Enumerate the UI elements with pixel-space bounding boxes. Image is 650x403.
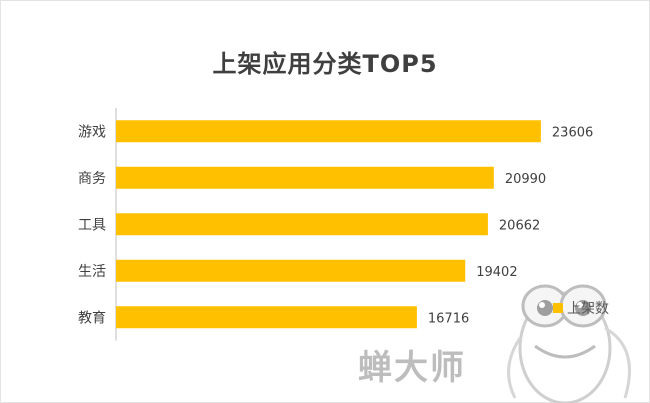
bar-2 — [116, 213, 488, 236]
legend: 上架数 — [553, 298, 609, 318]
category-label: 游戏 — [78, 124, 106, 140]
legend-label: 上架数 — [567, 301, 609, 317]
category-label: 生活 — [78, 264, 106, 280]
bar-0 — [116, 120, 541, 143]
category-label: 教育 — [78, 310, 106, 326]
bar-3 — [116, 259, 466, 282]
category-label: 工具 — [78, 217, 106, 233]
data-label: 20990 — [505, 172, 546, 187]
data-label: 20662 — [499, 218, 540, 233]
bar-4 — [116, 306, 417, 329]
cicada-mascot-icon — [507, 284, 631, 403]
data-label: 16716 — [428, 311, 469, 326]
bar-1 — [116, 166, 494, 189]
data-label: 19402 — [476, 265, 517, 280]
chart-title: 上架应用分类TOP5 — [212, 50, 438, 78]
data-label: 23606 — [552, 125, 593, 140]
category-label: 商务 — [78, 171, 106, 187]
legend-swatch — [553, 303, 563, 313]
watermark-text: 蝉大师 — [358, 348, 466, 388]
